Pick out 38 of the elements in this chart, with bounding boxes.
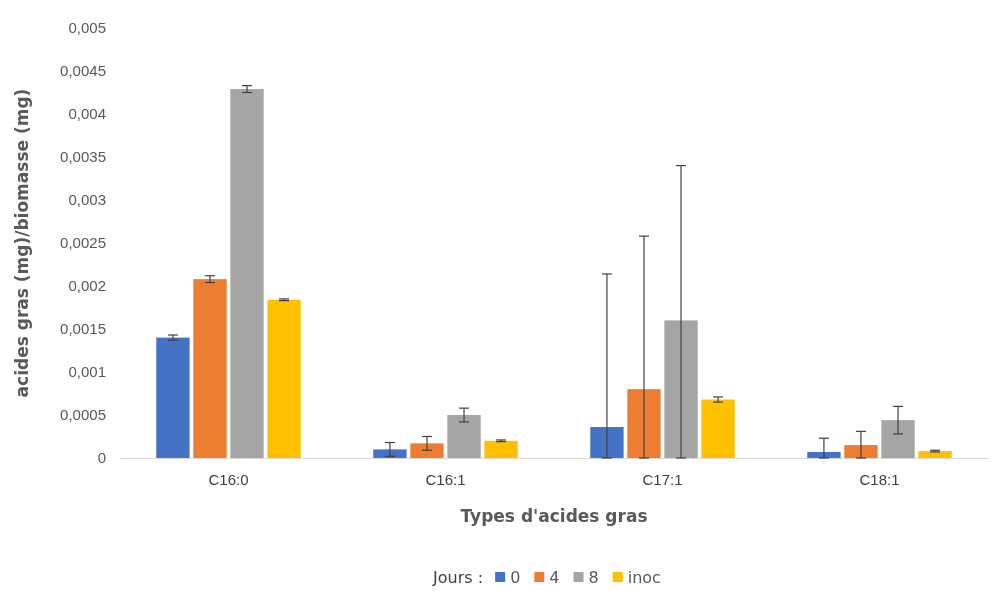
bar bbox=[447, 415, 481, 458]
x-tick-label: C16:0 bbox=[208, 470, 249, 488]
y-tick-label: 0,004 bbox=[68, 105, 106, 123]
bar bbox=[230, 89, 264, 458]
bar bbox=[156, 337, 190, 458]
y-tick-label: 0,0025 bbox=[60, 234, 106, 252]
y-tick-label: 0,0005 bbox=[60, 406, 106, 424]
bar bbox=[918, 451, 952, 458]
x-axis-title: Types d'acides gras bbox=[460, 506, 648, 526]
legend-label: inoc bbox=[627, 568, 661, 587]
x-tick-label: C17:1 bbox=[642, 470, 683, 488]
legend-label: 8 bbox=[588, 568, 599, 587]
x-tick-label: C16:1 bbox=[425, 470, 466, 488]
y-tick-label: 0,002 bbox=[68, 277, 106, 295]
bar bbox=[590, 427, 624, 458]
y-tick-label: 0,005 bbox=[68, 19, 106, 37]
bar bbox=[701, 399, 735, 458]
y-tick-label: 0,0035 bbox=[60, 148, 106, 166]
y-tick-label: 0,0015 bbox=[60, 320, 106, 338]
legend-label: 4 bbox=[549, 568, 560, 587]
y-tick-label: 0 bbox=[97, 449, 106, 467]
legend-title: Jours : bbox=[432, 568, 484, 587]
y-axis-title: acides gras (mg)/biomasse (mg) bbox=[12, 88, 32, 398]
bar bbox=[627, 389, 661, 458]
y-tick-label: 0,001 bbox=[68, 363, 106, 381]
y-tick-label: 0,003 bbox=[68, 191, 106, 209]
bar bbox=[484, 440, 518, 458]
y-tick-label: 0,0045 bbox=[60, 62, 106, 80]
bar bbox=[267, 299, 301, 458]
legend-label: 0 bbox=[510, 568, 521, 587]
bar bbox=[664, 320, 698, 458]
x-tick-label: C18:1 bbox=[859, 470, 900, 488]
bar bbox=[410, 443, 444, 458]
bar bbox=[373, 449, 407, 458]
bar bbox=[807, 451, 841, 458]
bar bbox=[844, 445, 878, 458]
bar bbox=[881, 420, 915, 458]
bar bbox=[193, 279, 227, 458]
